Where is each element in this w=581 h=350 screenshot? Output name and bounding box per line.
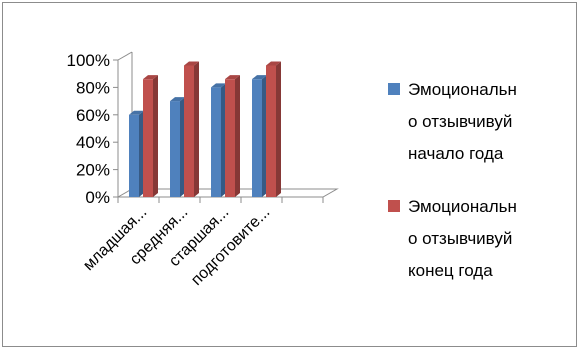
- legend-swatch: [388, 83, 400, 95]
- bar-end-2: [225, 75, 240, 197]
- y-tick-label: 20%: [76, 161, 110, 180]
- y-tick-label: 100%: [67, 51, 110, 70]
- y-tick-label: 0%: [85, 188, 110, 207]
- bar-start-0: [129, 110, 144, 197]
- bar-end-1: [184, 61, 199, 198]
- top-edge-line: [117, 51, 133, 61]
- chart-area: [2, 2, 577, 347]
- y-tick-labels: 0% 20% 40% 60% 80% 100%: [67, 51, 110, 207]
- legend-label-line: начало года: [408, 144, 504, 163]
- legend-label-line: Эмоциональн: [408, 80, 517, 99]
- bar-end-3: [266, 61, 281, 198]
- y-tick-label: 80%: [76, 78, 110, 97]
- legend-swatch: [388, 200, 400, 212]
- bar-start-2: [211, 83, 226, 197]
- y-tick-label: 60%: [76, 106, 110, 125]
- y-tick-label: 40%: [76, 133, 110, 152]
- legend-item-end: Эмоциональн о отзывчивуй конец года: [388, 197, 517, 280]
- legend-label-line: о отзывчивуй: [408, 112, 512, 131]
- bar-start-3: [252, 75, 267, 197]
- legend-label-line: Эмоциональн: [408, 197, 517, 216]
- legend-label-line: о отзывчивуй: [408, 229, 512, 248]
- x-category-labels: младшая...средняя...старшая...подготовит…: [80, 204, 273, 289]
- bar-start-1: [170, 97, 185, 197]
- chart-bars: [129, 61, 281, 198]
- legend-label-line: конец года: [408, 261, 493, 280]
- bar-end-0: [143, 75, 158, 197]
- legend-item-start: Эмоциональн о отзывчивуй начало года: [388, 80, 517, 163]
